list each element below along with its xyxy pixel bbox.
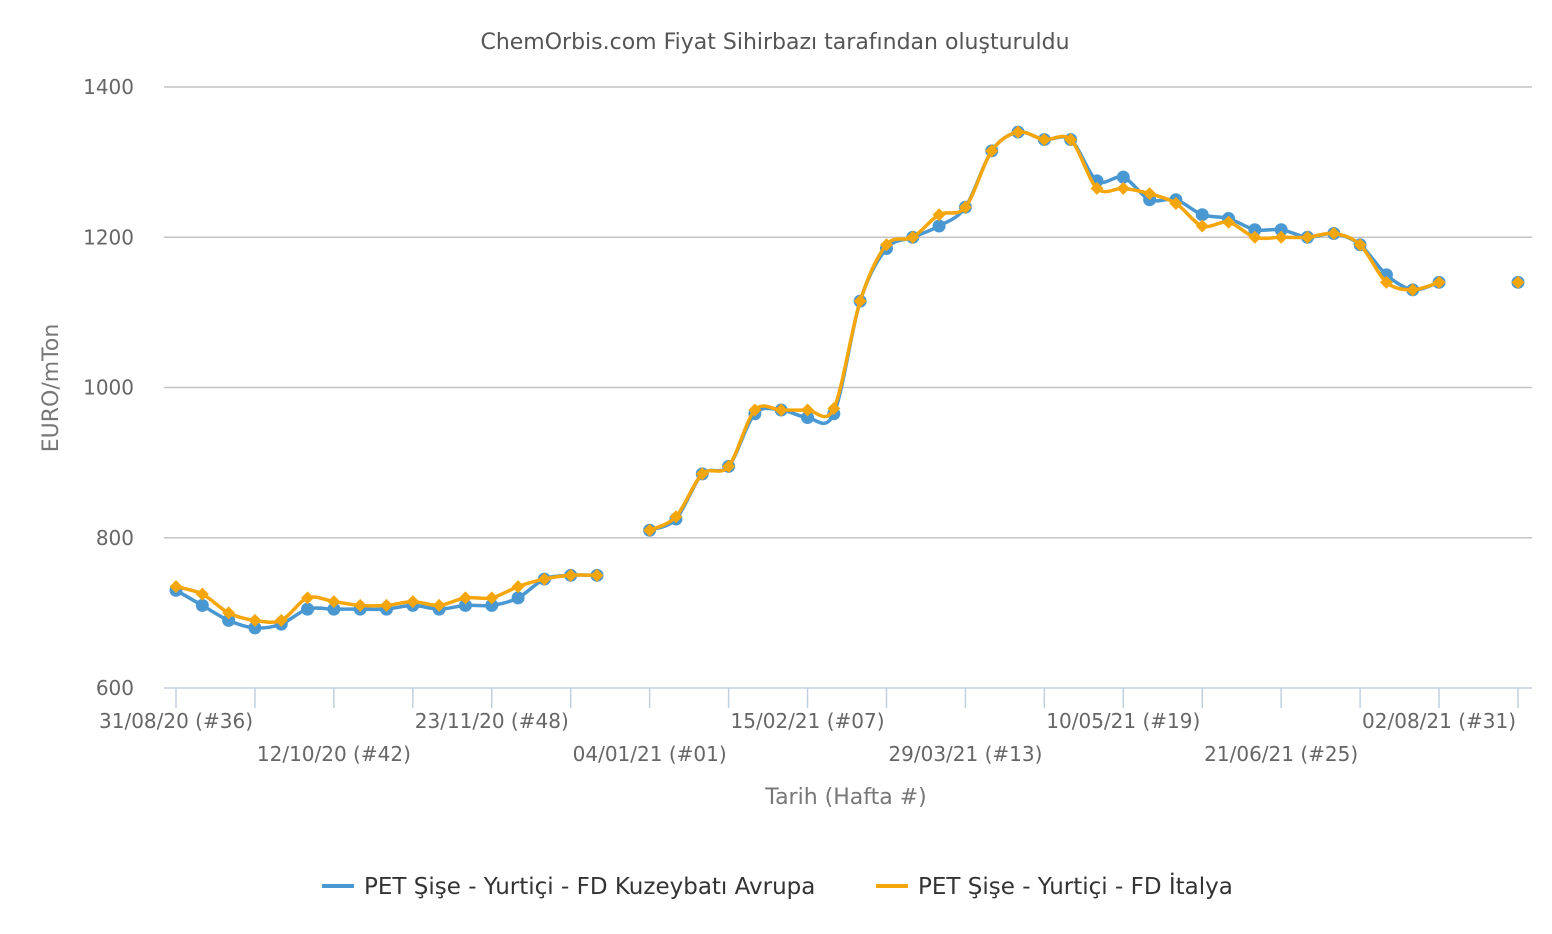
- data-point[interactable]: [958, 200, 972, 214]
- series-1: [169, 125, 1525, 635]
- data-point[interactable]: [1011, 125, 1025, 139]
- data-point[interactable]: [1379, 275, 1393, 289]
- data-point[interactable]: [932, 208, 946, 222]
- data-point[interactable]: [1222, 215, 1236, 229]
- x-tick-label: 23/11/20 (#48): [415, 709, 569, 733]
- data-point[interactable]: [301, 602, 315, 616]
- y-axis-ticks: 600 800 1000 1200 1400: [83, 75, 134, 700]
- legend-label: PET Şişe - Yurtiçi - FD İtalya: [918, 872, 1233, 900]
- data-point[interactable]: [222, 613, 236, 627]
- series-area: [169, 125, 1525, 635]
- x-axis-title: Tarih (Hafta #): [764, 785, 926, 810]
- data-point[interactable]: [537, 572, 551, 586]
- data-point[interactable]: [327, 602, 341, 616]
- x-tick-label: 10/05/21 (#19): [1046, 709, 1200, 733]
- data-point[interactable]: [748, 403, 762, 417]
- data-point[interactable]: [643, 523, 657, 537]
- data-point[interactable]: [1090, 181, 1104, 195]
- y-axis-title: EURO/mTon: [39, 324, 64, 453]
- data-point[interactable]: [380, 598, 394, 612]
- data-point[interactable]: [1248, 223, 1262, 237]
- series-line: [647, 130, 1441, 532]
- data-point[interactable]: [853, 294, 867, 308]
- data-point[interactable]: [564, 568, 578, 582]
- legend: PET Şişe - Yurtiçi - FD Kuzeybatı Avrupa…: [322, 872, 1233, 900]
- data-point[interactable]: [274, 613, 288, 627]
- data-point[interactable]: [511, 580, 525, 594]
- data-point[interactable]: [1432, 275, 1446, 289]
- series-2: [169, 125, 1525, 627]
- legend-item-2[interactable]: PET Şişe - Yurtiçi - FD İtalya: [876, 872, 1233, 900]
- x-tick-label: 02/08/21 (#31): [1362, 709, 1516, 733]
- data-point[interactable]: [169, 580, 183, 594]
- data-point[interactable]: [1274, 230, 1288, 244]
- x-tick-label: 21/06/21 (#25): [1204, 742, 1358, 766]
- data-point[interactable]: [827, 402, 841, 416]
- data-point[interactable]: [906, 230, 920, 244]
- y-tick-label: 600: [96, 676, 134, 700]
- data-point[interactable]: [801, 403, 815, 417]
- data-point[interactable]: [1327, 226, 1341, 240]
- data-point[interactable]: [1300, 230, 1314, 244]
- data-point[interactable]: [722, 459, 736, 473]
- data-point[interactable]: [985, 144, 999, 158]
- data-point[interactable]: [1064, 133, 1078, 147]
- data-point[interactable]: [1248, 230, 1262, 244]
- data-point[interactable]: [1116, 181, 1130, 195]
- data-point[interactable]: [327, 595, 341, 609]
- chart-title: ChemOrbis.com Fiyat Sihirbazı tarafından…: [480, 30, 1069, 55]
- legend-item-1[interactable]: PET Şişe - Yurtiçi - FD Kuzeybatı Avrupa: [322, 874, 815, 900]
- y-tick-label: 800: [96, 526, 134, 550]
- data-point[interactable]: [590, 568, 604, 582]
- data-point[interactable]: [485, 591, 499, 605]
- series-line: [647, 130, 1441, 532]
- data-point[interactable]: [1274, 223, 1288, 237]
- data-point[interactable]: [695, 467, 709, 481]
- legend-label: PET Şişe - Yurtiçi - FD Kuzeybatı Avrupa: [364, 874, 815, 900]
- data-point[interactable]: [1511, 275, 1525, 289]
- x-tick-label: 29/03/21 (#13): [888, 742, 1042, 766]
- x-tick-label: 04/01/21 (#01): [573, 742, 727, 766]
- data-point[interactable]: [301, 591, 315, 605]
- y-tick-label: 1200: [83, 225, 134, 249]
- data-point[interactable]: [774, 403, 788, 417]
- data-point[interactable]: [511, 591, 525, 605]
- data-point[interactable]: [1169, 196, 1183, 210]
- data-point[interactable]: [222, 606, 236, 620]
- data-point[interactable]: [406, 595, 420, 609]
- data-point[interactable]: [432, 598, 446, 612]
- data-point[interactable]: [248, 613, 262, 627]
- data-point[interactable]: [1143, 187, 1157, 201]
- data-point[interactable]: [669, 510, 683, 524]
- data-point[interactable]: [1353, 238, 1367, 252]
- data-point[interactable]: [458, 598, 472, 612]
- data-point[interactable]: [1116, 170, 1130, 184]
- x-axis: 31/08/20 (#36)12/10/20 (#42)23/11/20 (#4…: [99, 687, 1532, 766]
- data-point[interactable]: [1195, 208, 1209, 222]
- gridlines: [164, 86, 1532, 539]
- data-point[interactable]: [458, 591, 472, 605]
- data-point[interactable]: [1195, 219, 1209, 233]
- y-tick-label: 1400: [83, 75, 134, 99]
- data-point[interactable]: [353, 598, 367, 612]
- data-point[interactable]: [195, 598, 209, 612]
- data-point[interactable]: [195, 587, 209, 601]
- y-tick-label: 1000: [83, 376, 134, 400]
- data-point[interactable]: [879, 238, 893, 252]
- x-tick-label: 31/08/20 (#36): [99, 709, 253, 733]
- data-point[interactable]: [1037, 133, 1051, 147]
- data-point[interactable]: [248, 621, 262, 635]
- data-point[interactable]: [932, 219, 946, 233]
- x-tick-label: 15/02/21 (#07): [731, 709, 885, 733]
- data-point[interactable]: [801, 411, 815, 425]
- x-tick-label: 12/10/20 (#42): [257, 742, 411, 766]
- data-point[interactable]: [1406, 283, 1420, 297]
- data-point[interactable]: [485, 598, 499, 612]
